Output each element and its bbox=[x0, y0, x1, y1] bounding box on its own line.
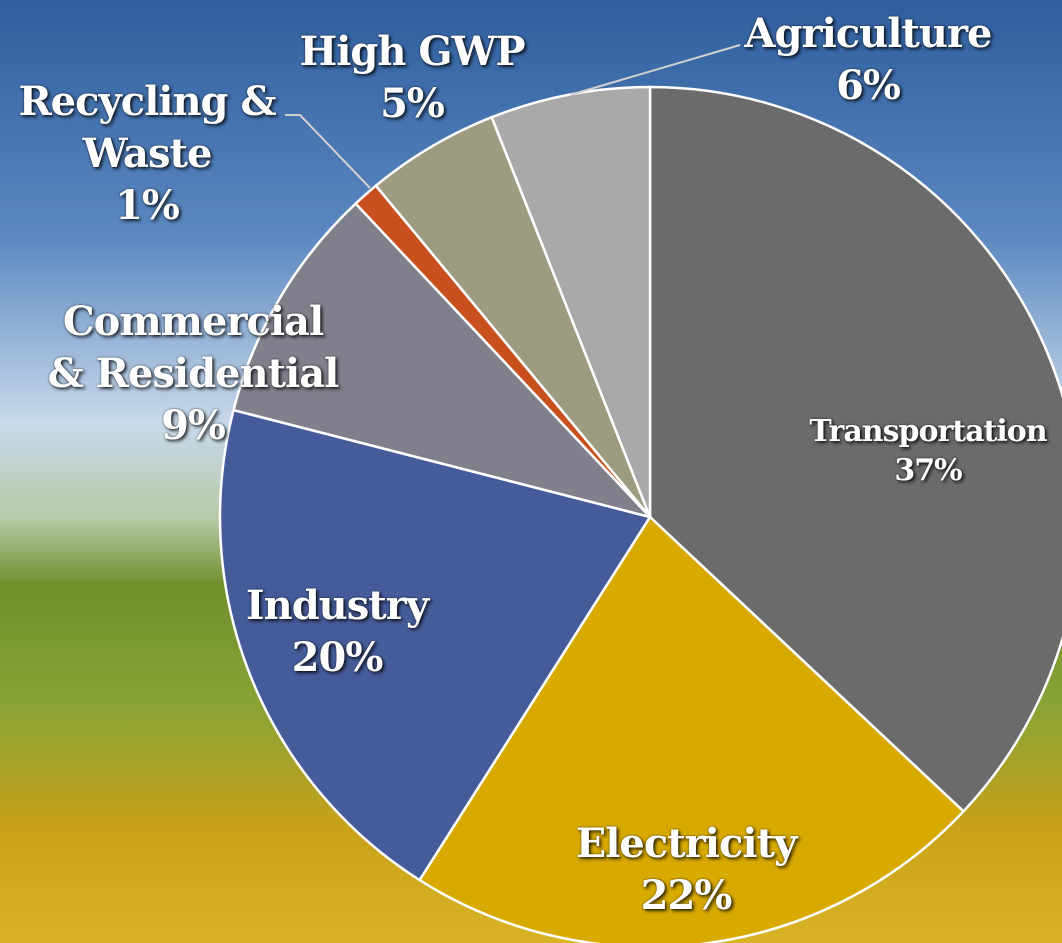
value-label: 1% bbox=[2, 180, 292, 232]
category-label: Electricity bbox=[536, 818, 836, 870]
chart: Transportation37%Electricity22%Industry2… bbox=[0, 0, 1062, 943]
value-label: 37% bbox=[778, 451, 1062, 490]
category-label: Commercial & Residential bbox=[43, 296, 343, 400]
category-label: Industry bbox=[207, 580, 467, 632]
category-label: Agriculture bbox=[718, 8, 1018, 60]
value-label: 6% bbox=[718, 60, 1018, 112]
category-label: High GWP bbox=[272, 26, 552, 78]
category-label: Transportation bbox=[778, 412, 1062, 451]
value-label: 9% bbox=[43, 400, 343, 452]
value-label: 5% bbox=[272, 78, 552, 130]
category-label: Recycling & Waste bbox=[2, 76, 292, 180]
value-label: 22% bbox=[536, 870, 836, 922]
value-label: 20% bbox=[207, 632, 467, 684]
